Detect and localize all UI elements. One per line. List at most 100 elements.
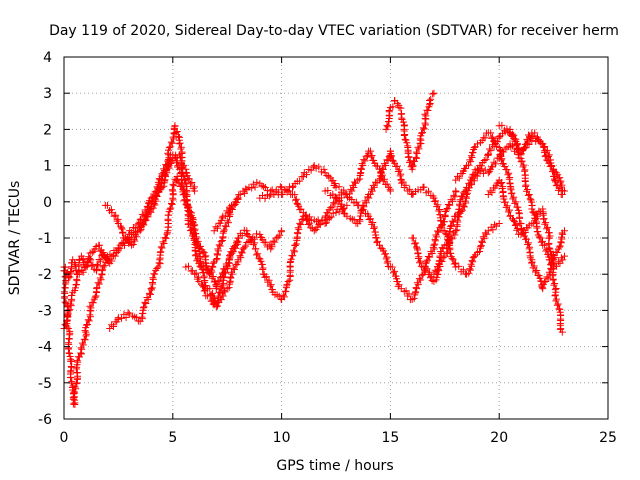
data-point [157,248,165,256]
data-series [182,201,351,311]
data-point [534,212,542,220]
data-point [155,259,163,267]
data-point [185,220,193,228]
data-point [477,241,485,249]
data-point [393,162,401,170]
data-point [99,250,107,258]
data-point [66,306,74,314]
data-point [470,170,478,178]
data-point [284,277,292,285]
data-point [391,267,399,275]
data-point [248,184,256,192]
data-point [400,288,408,296]
data-point [89,299,97,307]
data-point [492,160,500,168]
data-point [286,183,294,191]
data-point [92,266,100,274]
data-point [259,264,267,272]
data-point [136,227,144,235]
data-point [129,241,137,249]
data-point [413,150,421,158]
data-point [447,222,455,230]
data-point [420,125,428,133]
data-point [214,298,222,306]
data-point [425,187,433,195]
data-point [180,176,188,184]
data-point [383,180,391,188]
data-point [554,258,562,266]
data-point [251,183,259,191]
y-tick-label: -5 [38,376,52,392]
data-point [154,187,162,195]
data-point [339,206,347,214]
data-point [81,327,89,335]
data-point [265,276,273,284]
data-point [234,195,242,203]
data-point [370,183,378,191]
data-point [221,269,229,277]
data-point [555,243,563,251]
data-point [335,208,343,216]
data-point [447,196,455,204]
data-point [340,189,348,197]
data-point [214,294,222,302]
data-point [473,140,481,148]
data-point [276,183,284,191]
data-point [483,230,491,238]
data-point [490,158,498,166]
data-point [478,238,486,246]
data-point [511,199,519,207]
data-point [178,182,186,190]
data-point [359,202,367,210]
data-point [498,121,506,129]
data-point [188,179,196,187]
data-point [461,188,469,196]
data-point [551,176,559,184]
data-point [82,321,90,329]
data-point [552,178,560,186]
data-point [166,205,174,213]
data-point [523,185,531,193]
data-point [73,357,81,365]
data-point [216,289,224,297]
data-point [435,207,443,215]
data-point [489,163,497,171]
data-point [68,377,76,385]
data-point [216,242,224,250]
data-point [558,235,566,243]
data-point [206,292,214,300]
data-point [514,203,522,211]
data-point [81,336,89,344]
data-point [482,156,490,164]
data-point [543,225,551,233]
data-point [80,335,88,343]
data-point [147,285,155,293]
data-point [432,268,440,276]
data-point [163,161,171,169]
data-point [486,187,494,195]
data-point [160,240,168,248]
y-tick-label: 1 [43,159,52,175]
data-point [480,169,488,177]
data-point [245,232,253,240]
data-point [498,155,506,163]
data-point [487,129,495,137]
data-point [488,189,496,197]
data-point [172,128,180,136]
data-point [368,152,376,160]
data-point [108,209,116,217]
data-point [541,153,549,161]
data-point [95,280,103,288]
data-point [104,256,112,264]
data-point [175,140,183,148]
data-point [222,223,230,231]
data-point [480,235,488,243]
data-point [249,241,257,249]
data-point [480,156,488,164]
data-point [248,235,256,243]
data-point [132,231,140,239]
data-points [60,89,568,409]
data-point [512,221,520,229]
data-point [450,260,458,268]
x-tick-label: 15 [381,430,399,446]
